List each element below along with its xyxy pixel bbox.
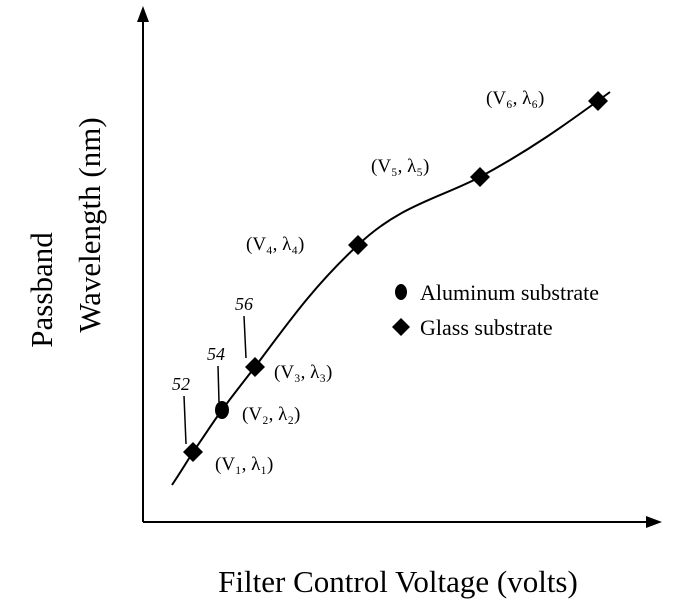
- legend-label: Glass substrate: [420, 315, 553, 340]
- legend-aluminum-marker: [395, 284, 407, 300]
- legend-glass-marker: [392, 318, 410, 336]
- point-label: (V₃, λ₃): [274, 362, 332, 383]
- leader-line: [217, 365, 220, 403]
- glass-point: [588, 91, 608, 111]
- y-axis-label: Passband: [24, 232, 59, 348]
- y-axis-arrow: [137, 6, 149, 22]
- point-label: (V₆, λ₆): [486, 88, 544, 109]
- y-axis-label: Wavelength (nm): [72, 117, 107, 332]
- leader-line: [243, 315, 247, 359]
- glass-point: [245, 357, 265, 377]
- leader-line: [183, 395, 187, 445]
- x-axis-arrow: [646, 516, 662, 528]
- point-label: (V₄, λ₄): [246, 234, 304, 255]
- reference-numeral: 54: [207, 344, 225, 364]
- point-label: (V₁, λ₁): [215, 454, 273, 475]
- reference-numeral: 52: [172, 374, 190, 394]
- legend-label: Aluminum substrate: [420, 280, 599, 305]
- curve: [171, 91, 611, 486]
- glass-point: [470, 167, 490, 187]
- point-label: (V₂, λ₂): [242, 404, 300, 425]
- point-label: (V₅, λ₅): [371, 156, 429, 177]
- glass-point: [348, 235, 368, 255]
- aluminum-point: [215, 401, 229, 419]
- glass-point: [183, 442, 203, 462]
- x-axis-label: Filter Control Voltage (volts): [218, 564, 578, 599]
- reference-numeral: 56: [235, 294, 253, 314]
